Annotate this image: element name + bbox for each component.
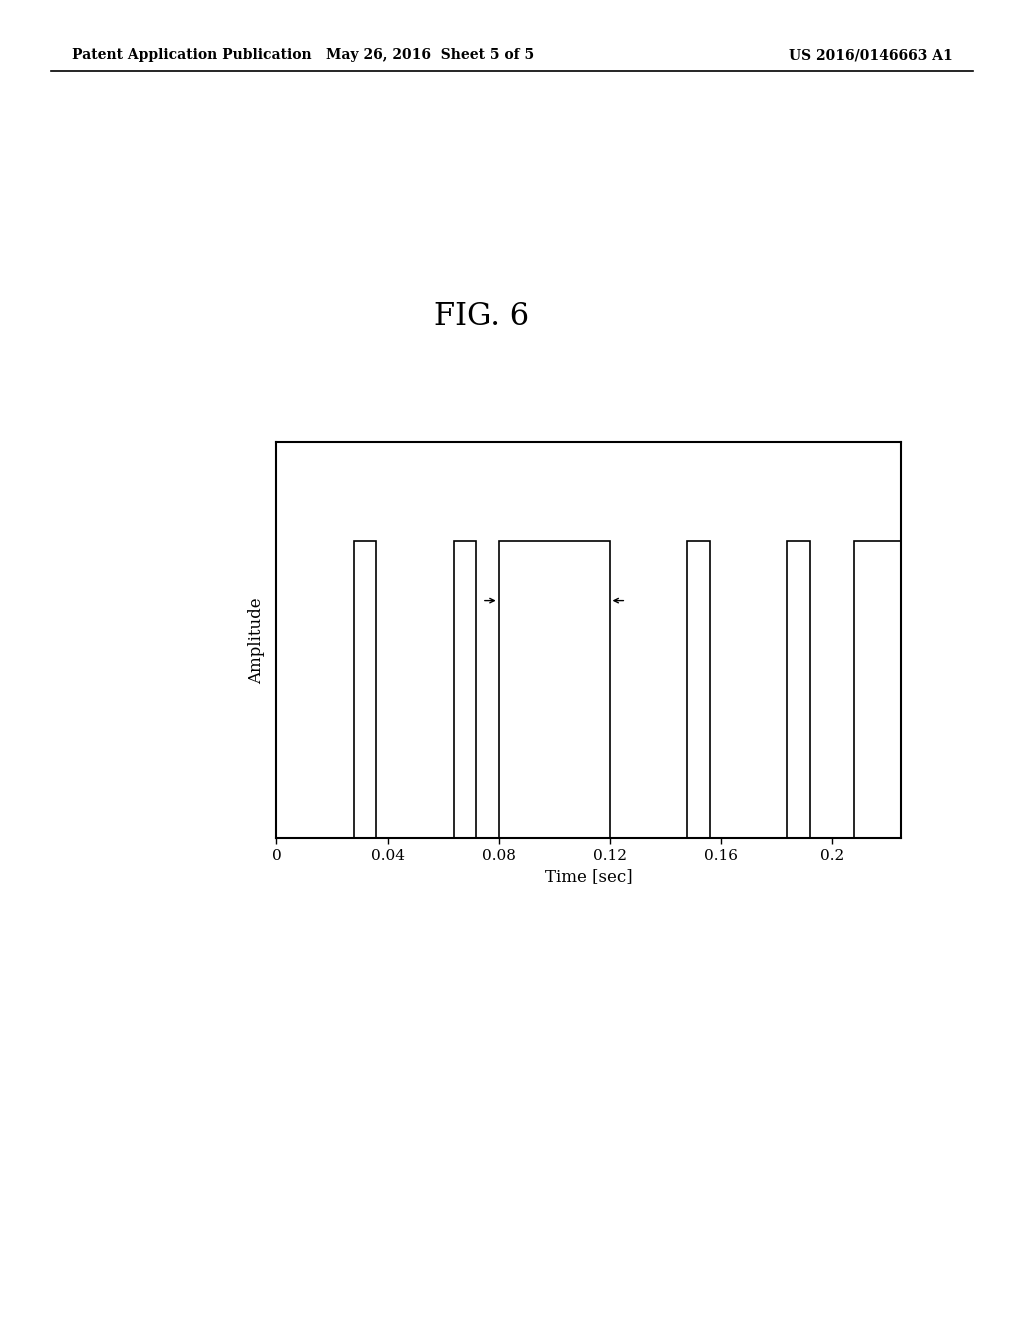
X-axis label: Time [sec]: Time [sec] xyxy=(545,869,633,886)
Bar xyxy=(787,541,810,838)
Bar xyxy=(499,541,609,838)
Text: FIG. 6: FIG. 6 xyxy=(434,301,528,333)
Bar xyxy=(354,541,377,838)
Text: US 2016/0146663 A1: US 2016/0146663 A1 xyxy=(788,49,952,62)
Text: May 26, 2016  Sheet 5 of 5: May 26, 2016 Sheet 5 of 5 xyxy=(326,49,535,62)
Bar xyxy=(687,541,710,838)
Bar xyxy=(854,541,901,838)
Y-axis label: Amplitude: Amplitude xyxy=(249,597,265,684)
Text: Patent Application Publication: Patent Application Publication xyxy=(72,49,311,62)
Bar xyxy=(455,541,476,838)
